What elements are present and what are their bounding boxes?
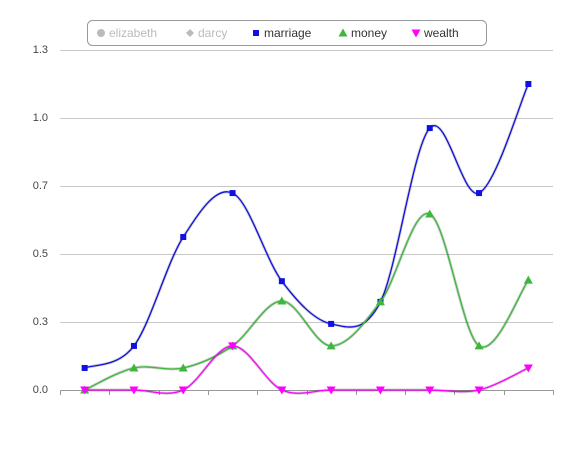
marker [425,386,435,395]
marker [411,29,421,38]
marker [474,386,484,395]
marker [474,341,484,350]
legend-item[interactable]: elizabeth [97,26,157,40]
marker [277,386,287,395]
line-shadow [84,212,530,392]
marker [130,342,137,349]
marker [338,28,348,37]
legend-item[interactable]: money [338,26,388,40]
marker [476,190,483,197]
y-tick-label: 0.7 [33,180,48,192]
legend-item[interactable]: darcy [186,26,227,40]
marker [326,341,336,350]
marker [178,386,188,395]
marker [375,386,385,395]
marker [277,296,287,305]
marker [326,386,336,395]
marker [228,342,238,351]
marker [425,209,435,218]
legend-label: money [351,26,387,40]
legend-label: darcy [198,26,227,40]
series-line [84,83,529,369]
marker [80,386,90,395]
legend-item[interactable]: marriage [253,26,312,40]
marker [328,320,335,327]
marker [525,81,532,87]
marker [523,275,533,284]
y-tick-label: 1.0 [33,112,48,124]
marker [97,29,105,37]
marker [426,125,433,132]
marker [178,363,188,372]
line-shadow [84,344,529,395]
y-tick-label: 0.3 [33,316,48,328]
legend-label: elizabeth [109,26,157,40]
marker [375,297,385,306]
marker [180,234,187,240]
series-line [84,345,529,394]
legend-box [87,20,487,46]
marker [129,363,139,372]
marker [129,386,139,395]
y-tick-label: 0.5 [33,248,48,260]
marker [229,190,236,197]
marker [523,364,533,373]
marker [81,364,88,371]
y-tick-label: 0.0 [33,384,48,396]
legend-label: marriage [264,26,312,40]
marker [186,29,194,37]
legend-item[interactable]: wealth [411,26,459,40]
marker [278,278,285,285]
marker [253,30,259,36]
y-tick-label: 1.3 [33,44,48,56]
legend-label: wealth [423,26,459,40]
